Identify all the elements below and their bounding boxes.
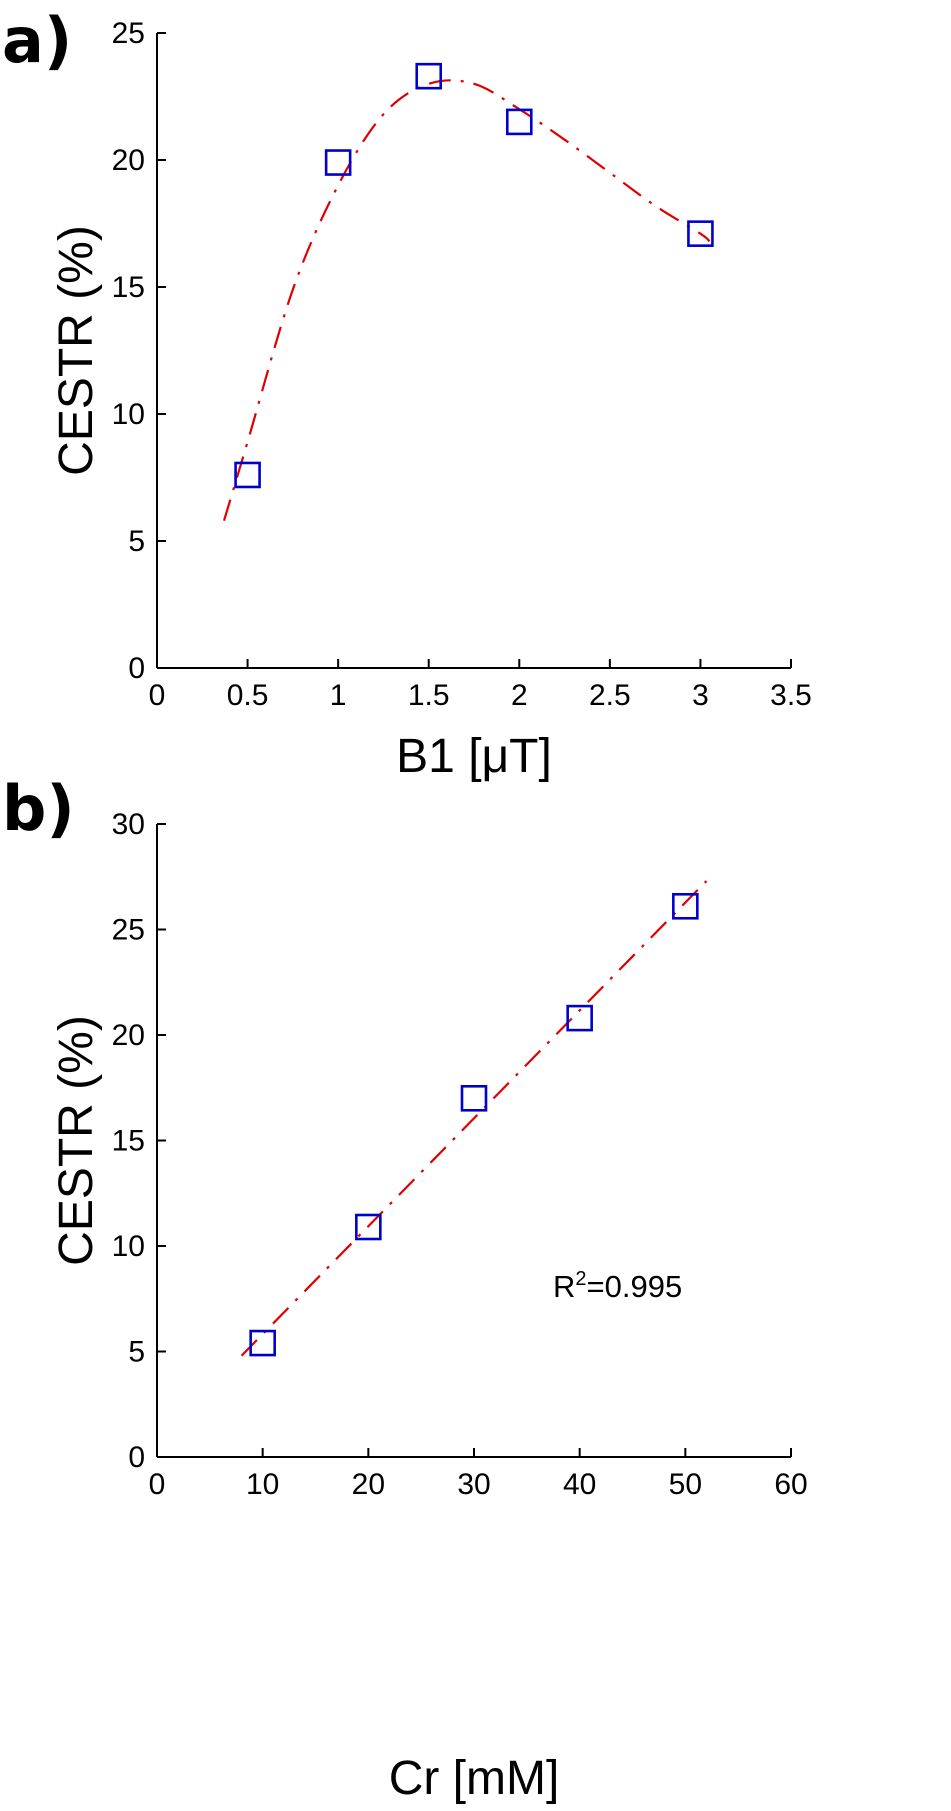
panel-b: b) 0 10 20 30 40 50 60 0 5 10 15 20 25 30 Cr [mM] CESTR … bbox=[2, 772, 808, 1805]
x-tick-label: 0.5 bbox=[227, 679, 269, 712]
y-tick-label: 5 bbox=[128, 1336, 145, 1369]
annotation-sup: 2 bbox=[575, 1268, 586, 1290]
x-tick-label: 1.5 bbox=[408, 679, 450, 712]
x-tick-label: 3.5 bbox=[770, 679, 812, 712]
data-point bbox=[234, 461, 261, 489]
x-tick-label: 10 bbox=[246, 1468, 279, 1501]
data-point bbox=[415, 62, 443, 90]
data-point bbox=[672, 892, 699, 920]
x-tick-label: 0 bbox=[149, 679, 166, 712]
fit-curve bbox=[222, 79, 711, 521]
x-axis-label: Cr [mM] bbox=[389, 1752, 560, 1805]
x-tick-label: 60 bbox=[774, 1468, 807, 1501]
x-tick-label: 30 bbox=[457, 1468, 490, 1501]
x-tick-label: 0 bbox=[149, 1468, 166, 1501]
y-tick-label: 10 bbox=[112, 398, 145, 431]
data-point bbox=[460, 1085, 488, 1112]
y-tick-label: 5 bbox=[128, 525, 145, 558]
x-axis-label: B1 [μT] bbox=[396, 730, 552, 783]
x-tick-label: 50 bbox=[669, 1468, 702, 1501]
annotation-base: R bbox=[553, 1269, 575, 1304]
y-tick-label: 30 bbox=[112, 808, 145, 841]
r-squared-annotation: R2=0.995 bbox=[553, 1268, 682, 1304]
y-tick-label: 15 bbox=[112, 1125, 145, 1158]
data-point bbox=[249, 1329, 276, 1357]
x-tick-label: 20 bbox=[352, 1468, 385, 1501]
x-tick-label: 1 bbox=[330, 679, 347, 712]
x-tick-label: 2.5 bbox=[589, 679, 631, 712]
y-tick-label: 25 bbox=[112, 914, 145, 947]
y-tick-label: 10 bbox=[112, 1230, 145, 1263]
panel-a: a) 0 0.5 1 1.5 2 2.5 3 3.5 0 5 10 15 20 25 B1 [μT] CESTR… bbox=[2, 4, 812, 783]
x-tick-label: 40 bbox=[563, 1468, 596, 1501]
data-point bbox=[505, 108, 533, 136]
data-point bbox=[687, 220, 714, 247]
y-axis-label: CESTR (%) bbox=[50, 225, 103, 476]
fit-curve bbox=[240, 880, 708, 1357]
y-tick-label: 0 bbox=[128, 1441, 145, 1474]
x-tick-label: 3 bbox=[692, 679, 709, 712]
y-tick-label: 15 bbox=[112, 271, 145, 304]
data-point bbox=[566, 1004, 593, 1032]
x-tick-label: 2 bbox=[511, 679, 528, 712]
y-tick-label: 20 bbox=[112, 1019, 145, 1052]
y-tick-label: 20 bbox=[112, 144, 145, 177]
y-tick-label: 0 bbox=[128, 652, 145, 685]
data-point bbox=[355, 1213, 382, 1241]
panel-label: a) bbox=[2, 4, 72, 77]
panel-label: b) bbox=[2, 772, 75, 845]
y-axis-label: CESTR (%) bbox=[50, 1015, 103, 1266]
data-point bbox=[324, 149, 352, 176]
annotation-rest: =0.995 bbox=[587, 1269, 683, 1304]
y-tick-label: 25 bbox=[112, 17, 145, 50]
